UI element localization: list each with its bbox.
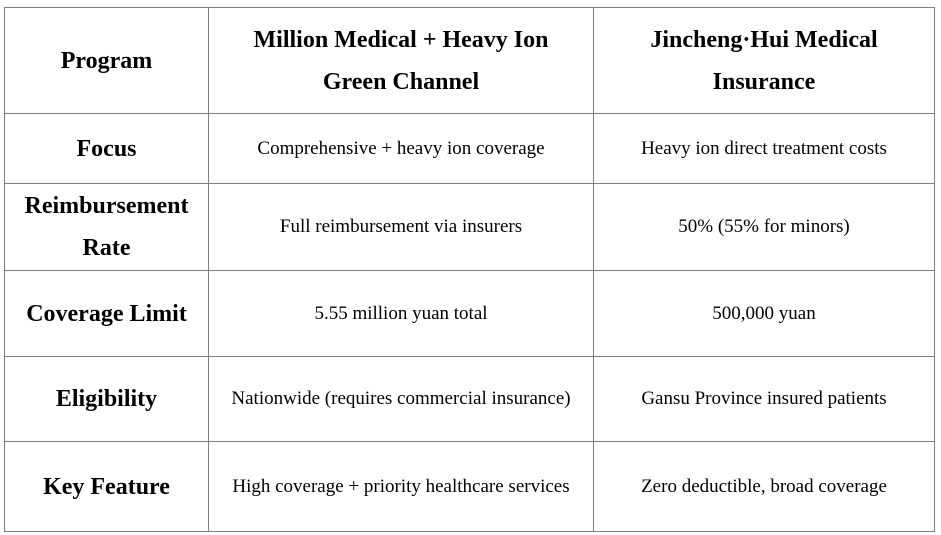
table-cell: Nationwide (requires commercial insuranc…	[208, 356, 594, 442]
row-label-reimbursement-rate: Reimbursement Rate	[4, 183, 209, 271]
table-row: Eligibility Nationwide (requires commerc…	[4, 356, 935, 442]
comparison-table: Program Million Medical + Heavy Ion Gree…	[4, 7, 935, 532]
table-row: Key Feature High coverage + priority hea…	[4, 441, 935, 532]
row-label-coverage-limit: Coverage Limit	[4, 270, 209, 357]
table-cell: Full reimbursement via insurers	[208, 183, 594, 271]
row-label-focus: Focus	[4, 113, 209, 184]
table-cell: 5.55 million yuan total	[208, 270, 594, 357]
row-label-key-feature: Key Feature	[4, 441, 209, 532]
table-cell: Heavy ion direct treatment costs	[593, 113, 935, 184]
table-cell: 500,000 yuan	[593, 270, 935, 357]
table-cell: Zero deductible, broad coverage	[593, 441, 935, 532]
table-cell: Gansu Province insured patients	[593, 356, 935, 442]
header-row: Program Million Medical + Heavy Ion Gree…	[4, 7, 935, 114]
header-jincheng-hui: Jincheng·Hui Medical Insurance	[593, 7, 935, 114]
header-million-medical: Million Medical + Heavy Ion Green Channe…	[208, 7, 594, 114]
table-cell: High coverage + priority healthcare serv…	[208, 441, 594, 532]
table-row: Focus Comprehensive + heavy ion coverage…	[4, 113, 935, 184]
table-cell: Comprehensive + heavy ion coverage	[208, 113, 594, 184]
table-cell: 50% (55% for minors)	[593, 183, 935, 271]
row-label-eligibility: Eligibility	[4, 356, 209, 442]
header-program: Program	[4, 7, 209, 114]
table-row: Coverage Limit 5.55 million yuan total 5…	[4, 270, 935, 357]
table-row: Reimbursement Rate Full reimbursement vi…	[4, 183, 935, 271]
